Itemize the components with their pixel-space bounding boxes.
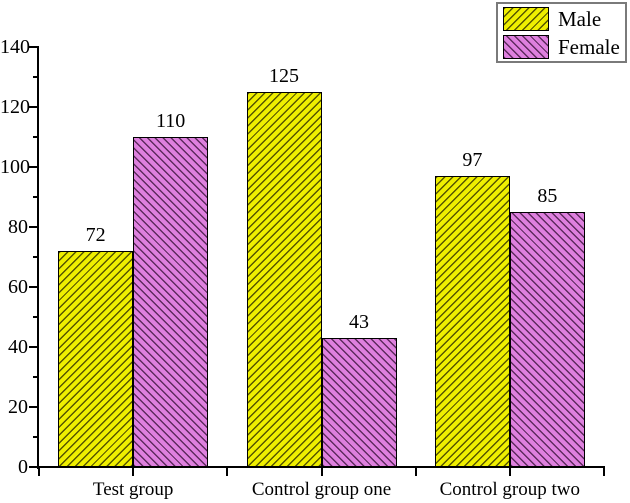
y-major-tick (29, 346, 37, 348)
y-tick-label: 0 (18, 456, 28, 478)
y-tick-label: 100 (0, 156, 30, 178)
legend-swatch-female (503, 34, 549, 59)
legend-item-male: Male (498, 5, 625, 32)
legend: Male Female (496, 2, 627, 63)
y-tick-label: 20 (8, 396, 28, 418)
legend-swatch-male (503, 6, 549, 31)
x-center-tick (320, 468, 323, 476)
y-major-tick (29, 466, 37, 468)
x-center-tick (508, 468, 511, 476)
y-major-tick (29, 46, 37, 48)
bar-value-male-test-group: 72 (85, 224, 106, 246)
legend-label-male: Male (558, 6, 602, 31)
y-minor-tick (32, 316, 37, 318)
y-tick-label: 140 (0, 36, 30, 58)
x-center-tick (132, 468, 135, 476)
y-major-tick (29, 166, 37, 168)
x-boundary-tick (603, 468, 605, 476)
y-minor-tick (32, 376, 37, 378)
bar-value-female-test-group: 110 (156, 110, 186, 132)
bar-value-female-control-group-one: 43 (349, 311, 369, 333)
bar-male-control-group-two (434, 176, 510, 467)
bar-male-control-group-one (246, 92, 322, 467)
y-major-tick (29, 226, 37, 228)
y-minor-tick (32, 136, 37, 138)
category-label-control-group-one: Control group one (251, 479, 392, 500)
y-tick-label: 120 (0, 96, 30, 118)
bar-female-test-group (133, 137, 209, 467)
category-label-test-group: Test group (92, 479, 174, 500)
category-label-control-group-two: Control group two (439, 479, 581, 500)
legend-label-female: Female (558, 34, 620, 59)
y-tick-label: 60 (8, 276, 28, 298)
y-minor-tick (32, 256, 37, 258)
bar-female-control-group-one (321, 338, 397, 467)
y-minor-tick (32, 76, 37, 78)
x-boundary-tick (38, 468, 40, 476)
bar-female-control-group-two (509, 212, 585, 467)
y-major-tick (29, 106, 37, 108)
y-minor-tick (32, 436, 37, 438)
y-minor-tick (32, 196, 37, 198)
y-tick-label: 80 (8, 216, 28, 238)
bar-male-test-group (58, 251, 134, 467)
x-boundary-tick (226, 468, 229, 476)
y-axis-line (37, 46, 39, 469)
bar-value-female-control-group-two: 85 (537, 185, 558, 207)
y-major-tick (29, 286, 37, 288)
legend-item-female: Female (498, 33, 625, 60)
bar-value-male-control-group-two: 97 (462, 149, 483, 171)
x-axis-line (37, 466, 605, 468)
x-boundary-tick (414, 468, 417, 476)
bar-value-male-control-group-one: 125 (269, 65, 299, 87)
y-major-tick (29, 406, 37, 408)
y-tick-label: 40 (8, 336, 28, 358)
